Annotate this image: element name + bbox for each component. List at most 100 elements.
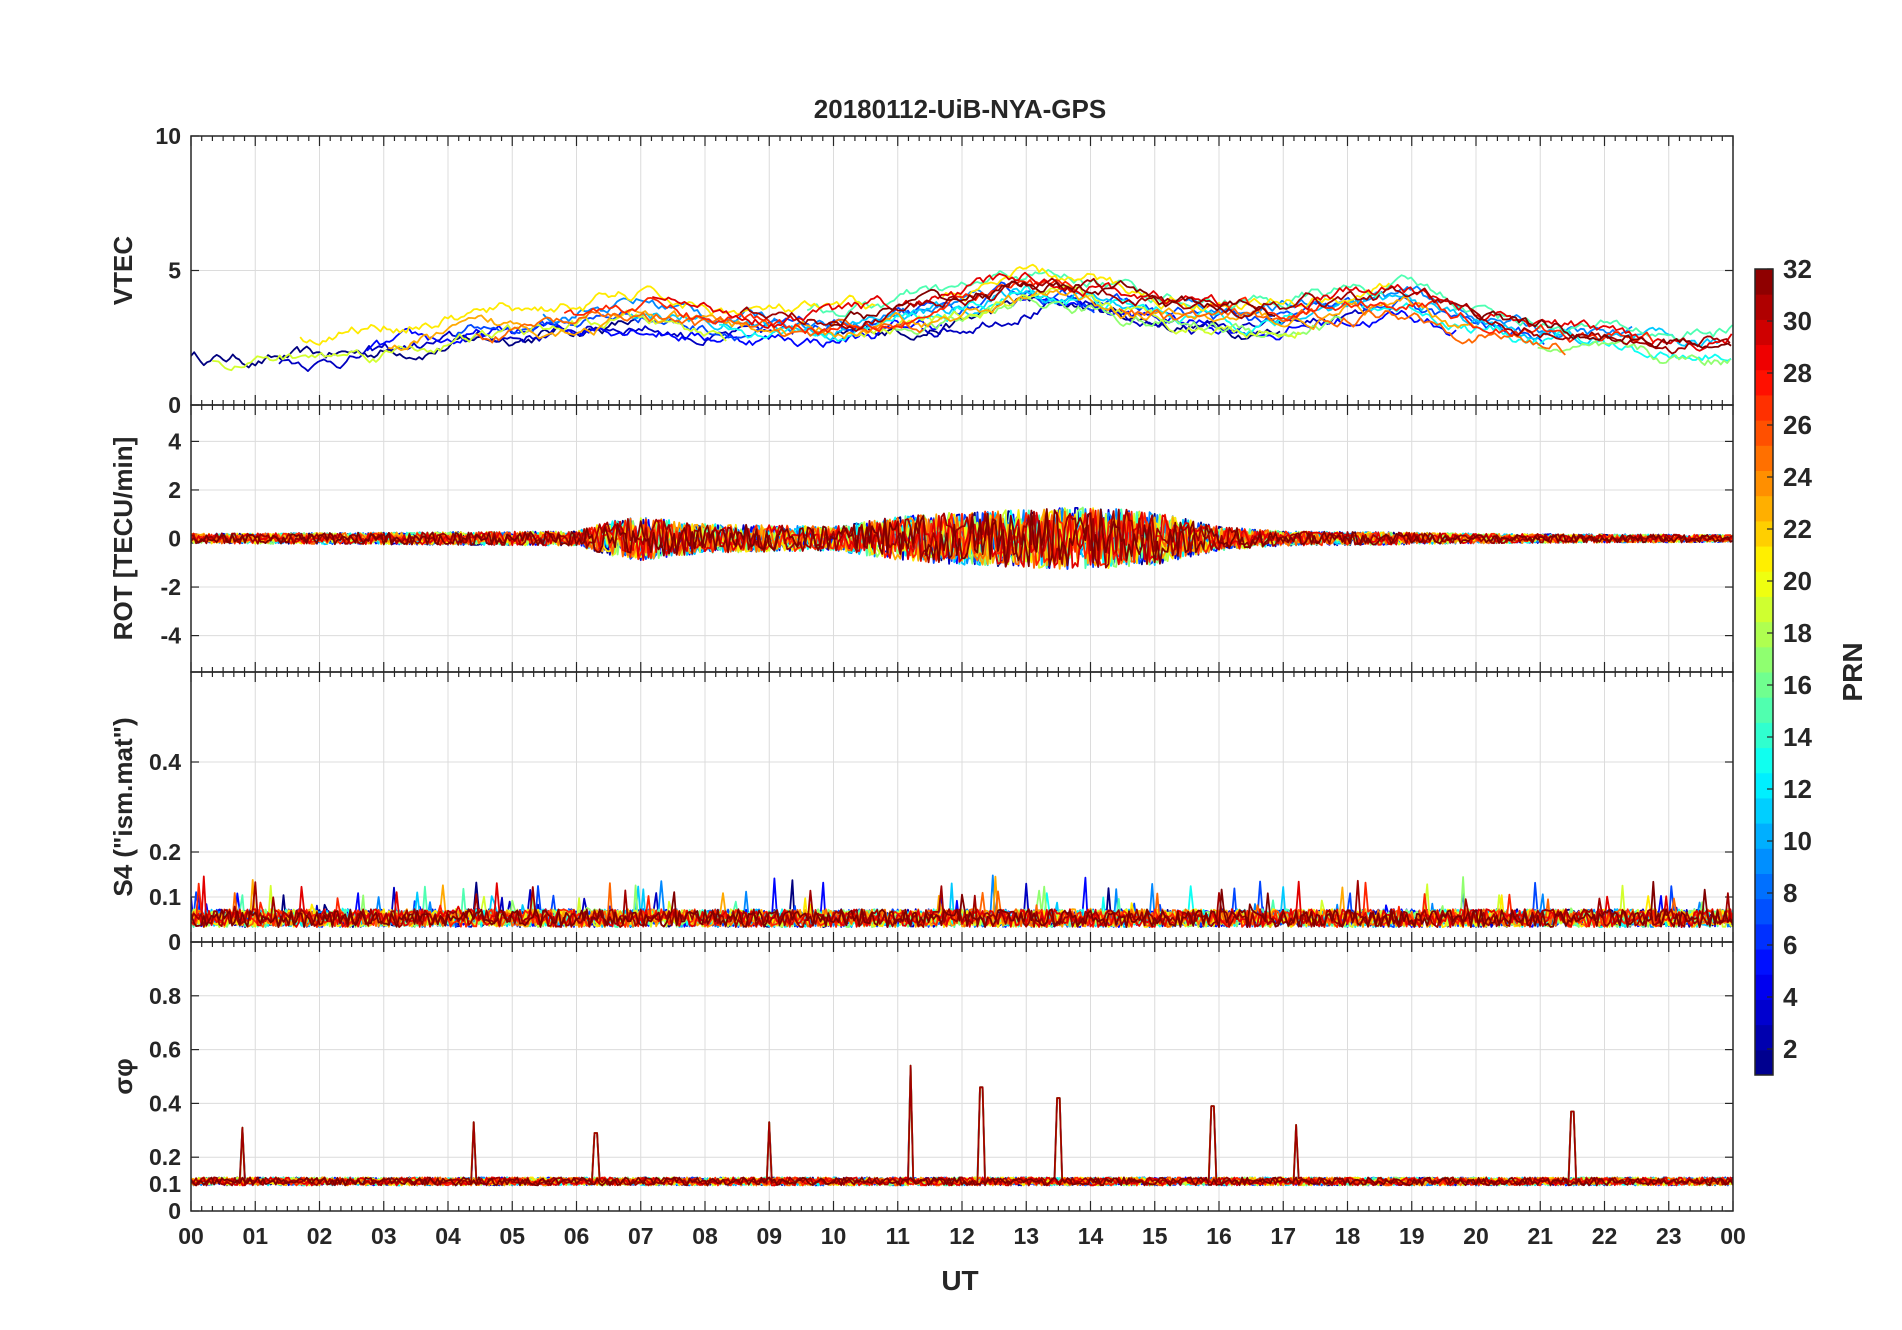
colorbar-step: [1755, 848, 1773, 874]
y-tick-label: 10: [155, 123, 181, 149]
colorbar-step: [1755, 369, 1773, 396]
y-axis-label: S4 ("ism.mat"): [108, 717, 138, 896]
axes-frame: [190, 941, 1734, 1212]
colorbar-tick-label: 10: [1783, 826, 1812, 856]
x-tick-label: 13: [1013, 1223, 1039, 1249]
colorbar-tick-label: 2: [1783, 1034, 1797, 1064]
colorbar-step: [1755, 949, 1773, 975]
series-line-prn-31: [191, 508, 1733, 569]
colorbar-tick-label: 16: [1783, 670, 1812, 700]
x-axis-label: UT: [941, 1265, 978, 1296]
x-tick-label: 16: [1206, 1223, 1232, 1249]
colorbar-step: [1755, 470, 1773, 497]
x-tick-label: 18: [1335, 1223, 1361, 1249]
y-tick-label: 0.2: [149, 1144, 181, 1170]
y-tick-label: 2: [168, 477, 181, 503]
x-tick-label: 09: [756, 1223, 782, 1249]
series-line-prn-7: [1097, 293, 1545, 345]
series-line-prn-23: [388, 294, 1028, 351]
y-tick-label: 0.1: [149, 1171, 181, 1197]
y-tick-label: 0: [168, 929, 181, 955]
x-tick-label: 00: [178, 1223, 204, 1249]
colorbar-step: [1755, 546, 1773, 572]
colorbar-step: [1755, 923, 1773, 950]
x-tick-label: 01: [242, 1223, 268, 1249]
series-line-prn-27: [191, 507, 1733, 569]
colorbar-step: [1755, 269, 1773, 295]
colorbar-step: [1755, 873, 1773, 900]
series-group: [191, 1064, 1733, 1187]
x-tick-label: 11: [886, 1223, 911, 1249]
x-tick-label: 17: [1270, 1223, 1296, 1249]
colorbar-tick-label: 14: [1783, 722, 1812, 752]
colorbar-step: [1755, 596, 1773, 623]
colorbar-step: [1755, 974, 1773, 1000]
series-line-prn-32: [827, 280, 1276, 327]
colorbar-tick-label: 4: [1783, 982, 1798, 1012]
colorbar-tick-label: 32: [1783, 254, 1812, 284]
colorbar-step: [1755, 722, 1773, 749]
colorbar-step: [1755, 1049, 1773, 1076]
y-tick-label: 0.4: [149, 1090, 181, 1116]
series-line-prn-32: [191, 508, 1733, 568]
colorbar-tick-label: 20: [1783, 566, 1812, 596]
colorbar-tick-label: 8: [1783, 878, 1797, 908]
colorbar-step: [1755, 319, 1773, 346]
colorbar-tick-label: 22: [1783, 514, 1812, 544]
x-tick-label: 12: [949, 1223, 975, 1249]
x-tick-label: 07: [628, 1223, 654, 1249]
x-tick-label: 20: [1463, 1223, 1489, 1249]
colorbar-step: [1755, 697, 1773, 723]
y-tick-label: 5: [168, 258, 181, 284]
y-axis-label: ROT [TECU/min]: [108, 437, 138, 641]
y-tick-label: 0: [168, 392, 181, 418]
series-line-prn-32: [191, 880, 1733, 928]
colorbar-step: [1755, 495, 1773, 522]
colorbar-step: [1755, 646, 1773, 673]
series-line-prn-31: [191, 879, 1733, 928]
colorbar-step: [1755, 420, 1773, 446]
series-line-prn-3: [278, 322, 794, 372]
y-tick-label: -4: [161, 623, 182, 649]
x-tick-label: 23: [1656, 1223, 1682, 1249]
series-line-prn-17: [1537, 339, 1732, 366]
colorbar-tick-label: 18: [1783, 618, 1812, 648]
chart-title: 20180112-UiB-NYA-GPS: [814, 94, 1106, 124]
series-line-prn-32: [191, 1176, 1733, 1187]
x-tick-label: 02: [307, 1223, 333, 1249]
x-tick-label: 10: [821, 1223, 847, 1249]
colorbar-step: [1755, 797, 1773, 824]
colorbar-step: [1755, 823, 1773, 849]
x-tick-label: 15: [1142, 1223, 1168, 1249]
colorbar-tick-label: 12: [1783, 774, 1812, 804]
panel-rot: -4 -2 0 2 4 ROT [TECU/min]: [108, 404, 1734, 673]
series-line-prn-25: [475, 310, 924, 344]
colorbar-step: [1755, 747, 1773, 774]
series-group: [191, 263, 1733, 372]
y-tick-label: 0.6: [149, 1037, 181, 1063]
y-axis-label: σφ: [108, 1058, 138, 1094]
x-tick-label: 06: [564, 1223, 590, 1249]
colorbar-step: [1755, 621, 1773, 648]
colorbar-tick-label: 28: [1783, 358, 1812, 388]
panel-sigma-phi: 00.10.2 0.4 0.6 0.8 σφ: [108, 941, 1734, 1224]
colorbar-step: [1755, 445, 1773, 471]
x-tick-label: 14: [1078, 1223, 1104, 1249]
series-group: [191, 506, 1733, 570]
series-line-prn-29: [1294, 283, 1733, 352]
y-tick-label: 4: [168, 428, 181, 454]
y-tick-label: 0.2: [149, 839, 181, 865]
y-axis-label: VTEC: [108, 236, 138, 306]
y-tick-label: -2: [161, 574, 181, 600]
series-line-prn-19: [212, 309, 727, 372]
y-tick-label: 0: [168, 1198, 181, 1224]
x-tick-label: 00: [1720, 1223, 1746, 1249]
colorbar-step: [1755, 898, 1773, 925]
colorbar-step: [1755, 294, 1773, 320]
x-tick-label: 19: [1399, 1223, 1425, 1249]
x-tick-label: 04: [435, 1223, 461, 1249]
x-tick-label: 03: [371, 1223, 397, 1249]
colorbar-tick-label: 30: [1783, 306, 1812, 336]
